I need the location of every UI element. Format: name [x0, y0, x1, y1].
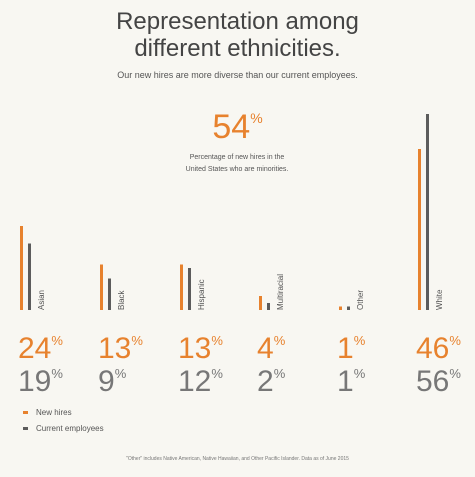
value-new-hires-white: 46%: [416, 332, 461, 365]
value-current-employees-white: 56%: [416, 365, 461, 398]
value-current-employees-hispanic: 12%: [178, 365, 223, 398]
category-label-asian: Asian: [37, 290, 46, 310]
category-label-white: White: [435, 289, 444, 310]
value-new-hires-multiracial: 4%: [257, 332, 286, 365]
chart-subtitle: Our new hires are more diverse than our …: [117, 70, 358, 80]
title-line-1: Representation among: [116, 8, 359, 35]
footnote: "Other" includes Native American, Native…: [126, 456, 349, 462]
legend-label-new-hires: New hires: [36, 407, 72, 417]
bar-new-hires-hispanic: [180, 264, 183, 310]
category-label-other: Other: [356, 290, 365, 310]
minority-percentage-unit: %: [250, 110, 263, 126]
minority-caption-line-1: Percentage of new hires in the: [189, 154, 285, 161]
bar-current-employees-other: [347, 306, 350, 310]
minority-percentage: 54%: [0, 108, 475, 147]
value-new-hires-black: 13%: [98, 332, 143, 365]
bar-new-hires-multiracial: [259, 296, 262, 310]
legend-swatch-new-hires: [23, 410, 28, 414]
bar-new-hires-asian: [20, 226, 23, 310]
minority-percentage-value: 54: [212, 108, 251, 146]
legend: New hires Current employees: [23, 404, 104, 436]
value-current-employees-black: 9%: [98, 365, 127, 398]
chart-title: Representation among different ethniciti…: [0, 8, 475, 62]
bar-current-employees-multiracial: [267, 303, 270, 310]
bar-new-hires-other: [339, 306, 342, 310]
value-new-hires-other: 1%: [337, 332, 366, 365]
legend-swatch-current-employees: [23, 426, 28, 430]
value-current-employees-multiracial: 2%: [257, 365, 286, 398]
legend-item-current-employees: Current employees: [23, 420, 104, 436]
bar-current-employees-hispanic: [188, 268, 191, 310]
bar-current-employees-white: [426, 114, 429, 310]
bar-current-employees-asian: [28, 243, 31, 310]
value-new-hires-asian: 24%: [18, 332, 63, 365]
legend-label-current-employees: Current employees: [36, 423, 104, 433]
value-current-employees-other: 1%: [337, 365, 366, 398]
category-label-multiracial: Multiracial: [276, 274, 285, 310]
category-label-black: Black: [117, 289, 126, 310]
value-current-employees-asian: 19%: [18, 365, 63, 398]
minority-caption: Percentage of new hires in the United St…: [162, 152, 312, 176]
bar-new-hires-black: [100, 264, 103, 310]
legend-item-new-hires: New hires: [23, 404, 104, 420]
minority-caption-line-2: United States who are minorities.: [185, 166, 289, 173]
bar-new-hires-white: [418, 149, 421, 310]
title-line-2: different ethnicities.: [134, 35, 341, 62]
bar-current-employees-black: [108, 278, 111, 310]
value-new-hires-hispanic: 13%: [178, 332, 223, 365]
category-label-hispanic: Hispanic: [197, 279, 206, 310]
